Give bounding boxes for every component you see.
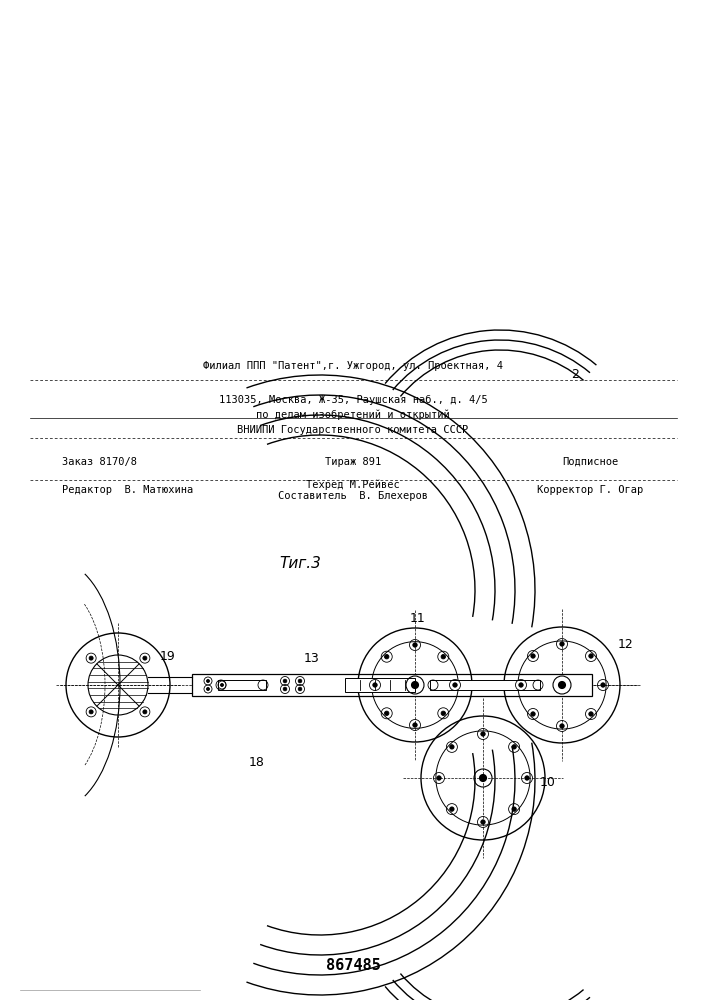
Text: 13: 13: [304, 652, 320, 664]
Circle shape: [89, 656, 93, 660]
Text: 18: 18: [249, 756, 265, 768]
Circle shape: [206, 688, 209, 690]
Text: 10: 10: [540, 776, 556, 788]
Circle shape: [601, 683, 605, 687]
Circle shape: [385, 711, 389, 715]
Circle shape: [481, 820, 485, 824]
Circle shape: [89, 710, 93, 714]
Circle shape: [373, 683, 378, 687]
Text: 867485: 867485: [326, 958, 380, 972]
Text: Подписное: Подписное: [562, 457, 618, 467]
Bar: [430, 680, 540, 690]
Circle shape: [525, 776, 530, 780]
Circle shape: [560, 724, 564, 728]
Text: Тираж 891: Тираж 891: [325, 457, 381, 467]
Circle shape: [284, 679, 287, 683]
Text: Заказ 8170/8: Заказ 8170/8: [62, 457, 137, 467]
Text: 19: 19: [160, 650, 176, 664]
Circle shape: [512, 745, 516, 749]
Circle shape: [298, 687, 302, 691]
Text: 11: 11: [410, 611, 426, 624]
Text: Филиал ППП "Патент",г. Ужгород, ул. Проектная, 4: Филиал ППП "Патент",г. Ужгород, ул. Прое…: [203, 361, 503, 371]
Circle shape: [143, 710, 147, 714]
Circle shape: [385, 655, 389, 659]
Text: ВНИИПИ Государственного комитета СССР: ВНИИПИ Государственного комитета СССР: [238, 425, 469, 435]
Circle shape: [413, 723, 417, 727]
Circle shape: [143, 656, 147, 660]
Circle shape: [452, 683, 457, 687]
Bar: [192, 674, 592, 696]
Circle shape: [512, 807, 516, 811]
Circle shape: [481, 732, 485, 736]
Circle shape: [531, 712, 535, 716]
Circle shape: [589, 654, 593, 658]
Text: 12: 12: [618, 639, 634, 652]
Circle shape: [206, 680, 209, 682]
Circle shape: [560, 642, 564, 646]
Text: Составитель  В. Блехеров: Составитель В. Блехеров: [278, 491, 428, 501]
Text: Редактор  В. Матюхина: Редактор В. Матюхина: [62, 485, 194, 495]
Bar: [218, 680, 266, 690]
Circle shape: [441, 711, 445, 715]
Text: 2: 2: [571, 368, 579, 381]
Circle shape: [411, 682, 419, 688]
Circle shape: [559, 682, 566, 688]
Circle shape: [284, 687, 287, 691]
Text: 113035, Москва, Ж-35, Раушская наб., д. 4/5: 113035, Москва, Ж-35, Раушская наб., д. …: [218, 395, 487, 405]
Circle shape: [298, 679, 302, 683]
Circle shape: [221, 684, 223, 686]
Circle shape: [589, 712, 593, 716]
Circle shape: [450, 807, 454, 811]
Circle shape: [441, 655, 445, 659]
Circle shape: [519, 683, 523, 687]
Text: Корректор Г. Огар: Корректор Г. Огар: [537, 485, 643, 495]
Circle shape: [413, 643, 417, 647]
Bar: [345, 678, 415, 692]
Circle shape: [450, 745, 454, 749]
Text: по делам изобретений и открытий: по делам изобретений и открытий: [256, 410, 450, 420]
Text: Техред М.Рейвес: Техред М.Рейвес: [306, 480, 400, 490]
Text: Τиг.3: Τиг.3: [279, 556, 321, 570]
Circle shape: [437, 776, 441, 780]
Circle shape: [531, 654, 535, 658]
Circle shape: [479, 774, 486, 782]
